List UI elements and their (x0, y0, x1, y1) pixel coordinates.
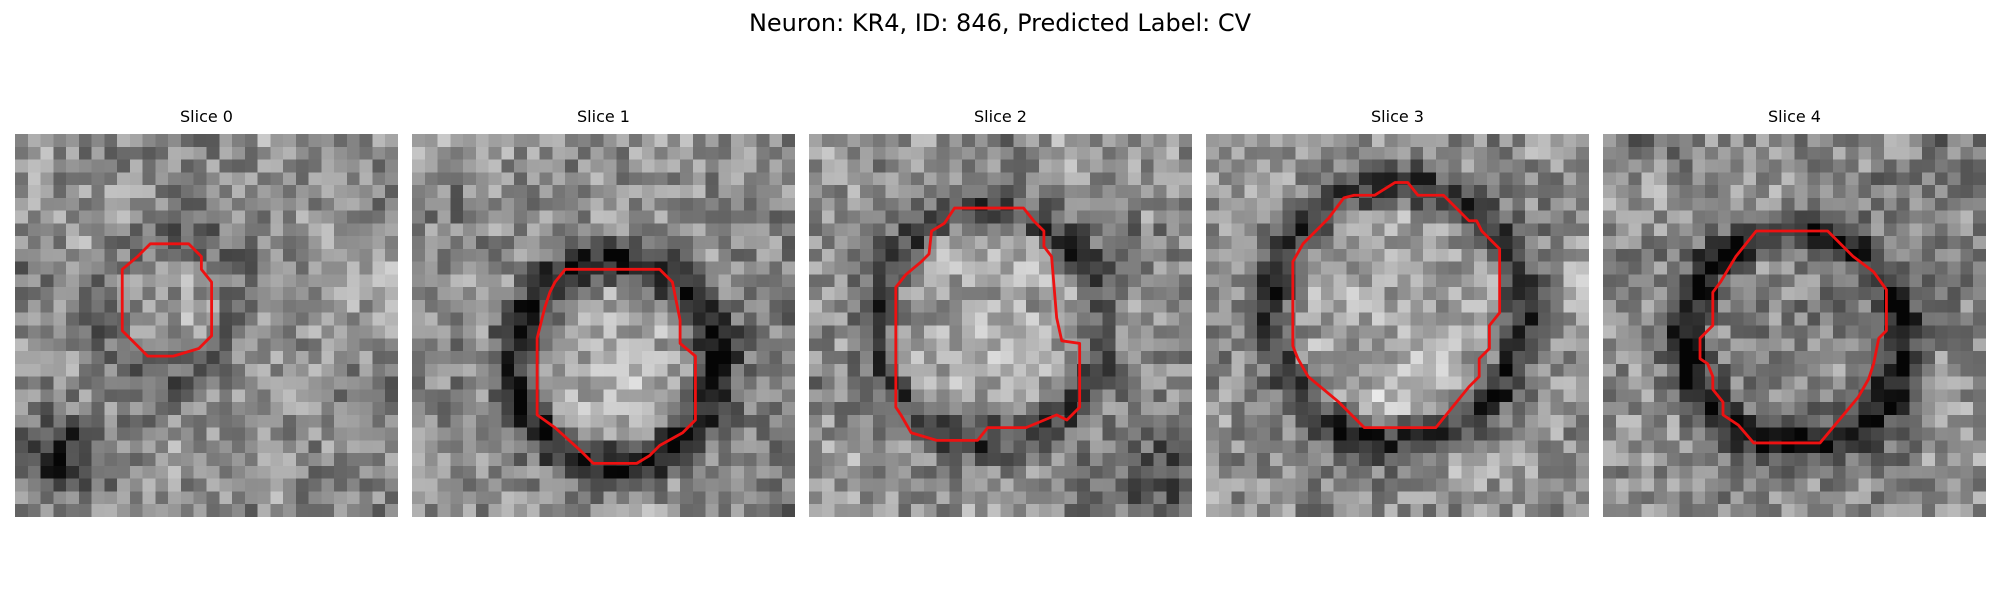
slice-image (15, 134, 398, 517)
slice-title: Slice 4 (1768, 107, 1821, 126)
slice-title: Slice 3 (1371, 107, 1424, 126)
contour-outline (535, 267, 697, 465)
slice-image (412, 134, 795, 517)
slice-title: Slice 1 (577, 107, 630, 126)
pixel-grid (1206, 134, 1589, 517)
contour-outline (120, 242, 214, 358)
slice-image (809, 134, 1192, 517)
contour-outline (1291, 181, 1502, 430)
pixel-grid (809, 134, 1192, 517)
pixel-grid (412, 134, 795, 517)
pixel-grid (15, 134, 398, 517)
contour-outline (1698, 229, 1888, 445)
slice-image (1603, 134, 1986, 517)
pixel-grid (1603, 134, 1986, 517)
slice-image (1206, 134, 1589, 517)
figure-title: Neuron: KR4, ID: 846, Predicted Label: C… (748, 9, 1252, 37)
slice-title: Slice 0 (180, 107, 233, 126)
contour-outline (894, 206, 1082, 442)
slice-title: Slice 2 (974, 107, 1027, 126)
